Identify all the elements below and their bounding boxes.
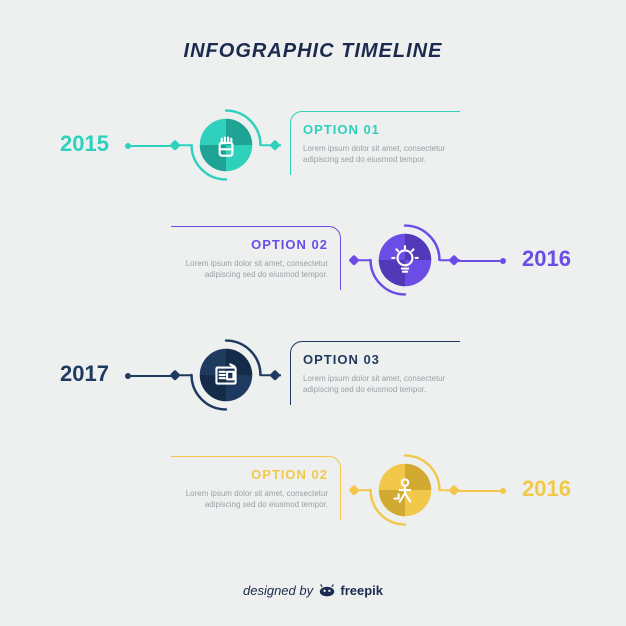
timeline-year: 2016 <box>522 246 571 272</box>
flare-icon <box>440 259 460 261</box>
timeline-year: 2015 <box>60 131 109 157</box>
finish-icon <box>388 473 422 507</box>
timeline-row: 2017 OPTION 03 Lorem ipsum dolor sit amet… <box>0 321 626 436</box>
fist-icon <box>209 128 243 162</box>
option-label: OPTION 03 <box>303 352 448 367</box>
footer-prefix: designed by <box>243 583 317 598</box>
option-card: OPTION 02 Lorem ipsum dolor sit amet, con… <box>171 226 341 290</box>
timeline-year: 2016 <box>522 476 571 502</box>
timeline-row: 2015 OPTION 01 Lorem ipsum dolor sit amet… <box>0 91 626 206</box>
timeline-node <box>364 219 446 301</box>
timeline-row: 2016 OPTION 02 Lorem ipsum dolor sit amet… <box>0 436 626 551</box>
timeline-row: 2016 OPTION 02 Lorem ipsum dolor sit amet… <box>0 206 626 321</box>
option-label: OPTION 01 <box>303 122 448 137</box>
bulb-icon <box>388 243 422 277</box>
option-card: OPTION 01 Lorem ipsum dolor sit amet, con… <box>290 111 460 175</box>
news-icon <box>209 358 243 392</box>
footer-brand: freepik <box>340 583 383 598</box>
flare-icon <box>261 374 281 376</box>
flare-icon <box>350 489 370 491</box>
option-label: OPTION 02 <box>183 237 328 252</box>
option-description: Lorem ipsum dolor sit amet, consectetur … <box>303 373 448 395</box>
page-title: INFOGRAPHIC TIMELINE <box>0 40 626 63</box>
flare-icon <box>261 144 281 146</box>
flare-icon <box>440 489 460 491</box>
flare-icon <box>171 374 191 376</box>
option-description: Lorem ipsum dolor sit amet, consectetur … <box>303 143 448 165</box>
timeline-node <box>185 334 267 416</box>
option-description: Lorem ipsum dolor sit amet, consectetur … <box>183 258 328 280</box>
timeline-year: 2017 <box>60 361 109 387</box>
connector-dot <box>500 488 506 494</box>
footer-credit: designed by freepik <box>0 583 626 598</box>
option-label: OPTION 02 <box>183 467 328 482</box>
option-card: OPTION 02 Lorem ipsum dolor sit amet, con… <box>171 456 341 520</box>
option-description: Lorem ipsum dolor sit amet, consectetur … <box>183 488 328 510</box>
timeline-node <box>185 104 267 186</box>
flare-icon <box>350 259 370 261</box>
flare-icon <box>171 144 191 146</box>
freepik-logo-icon <box>319 583 335 597</box>
timeline: 2015 OPTION 01 Lorem ipsum dolor sit amet… <box>0 91 626 551</box>
timeline-node <box>364 449 446 531</box>
connector-dot <box>500 258 506 264</box>
option-card: OPTION 03 Lorem ipsum dolor sit amet, con… <box>290 341 460 405</box>
